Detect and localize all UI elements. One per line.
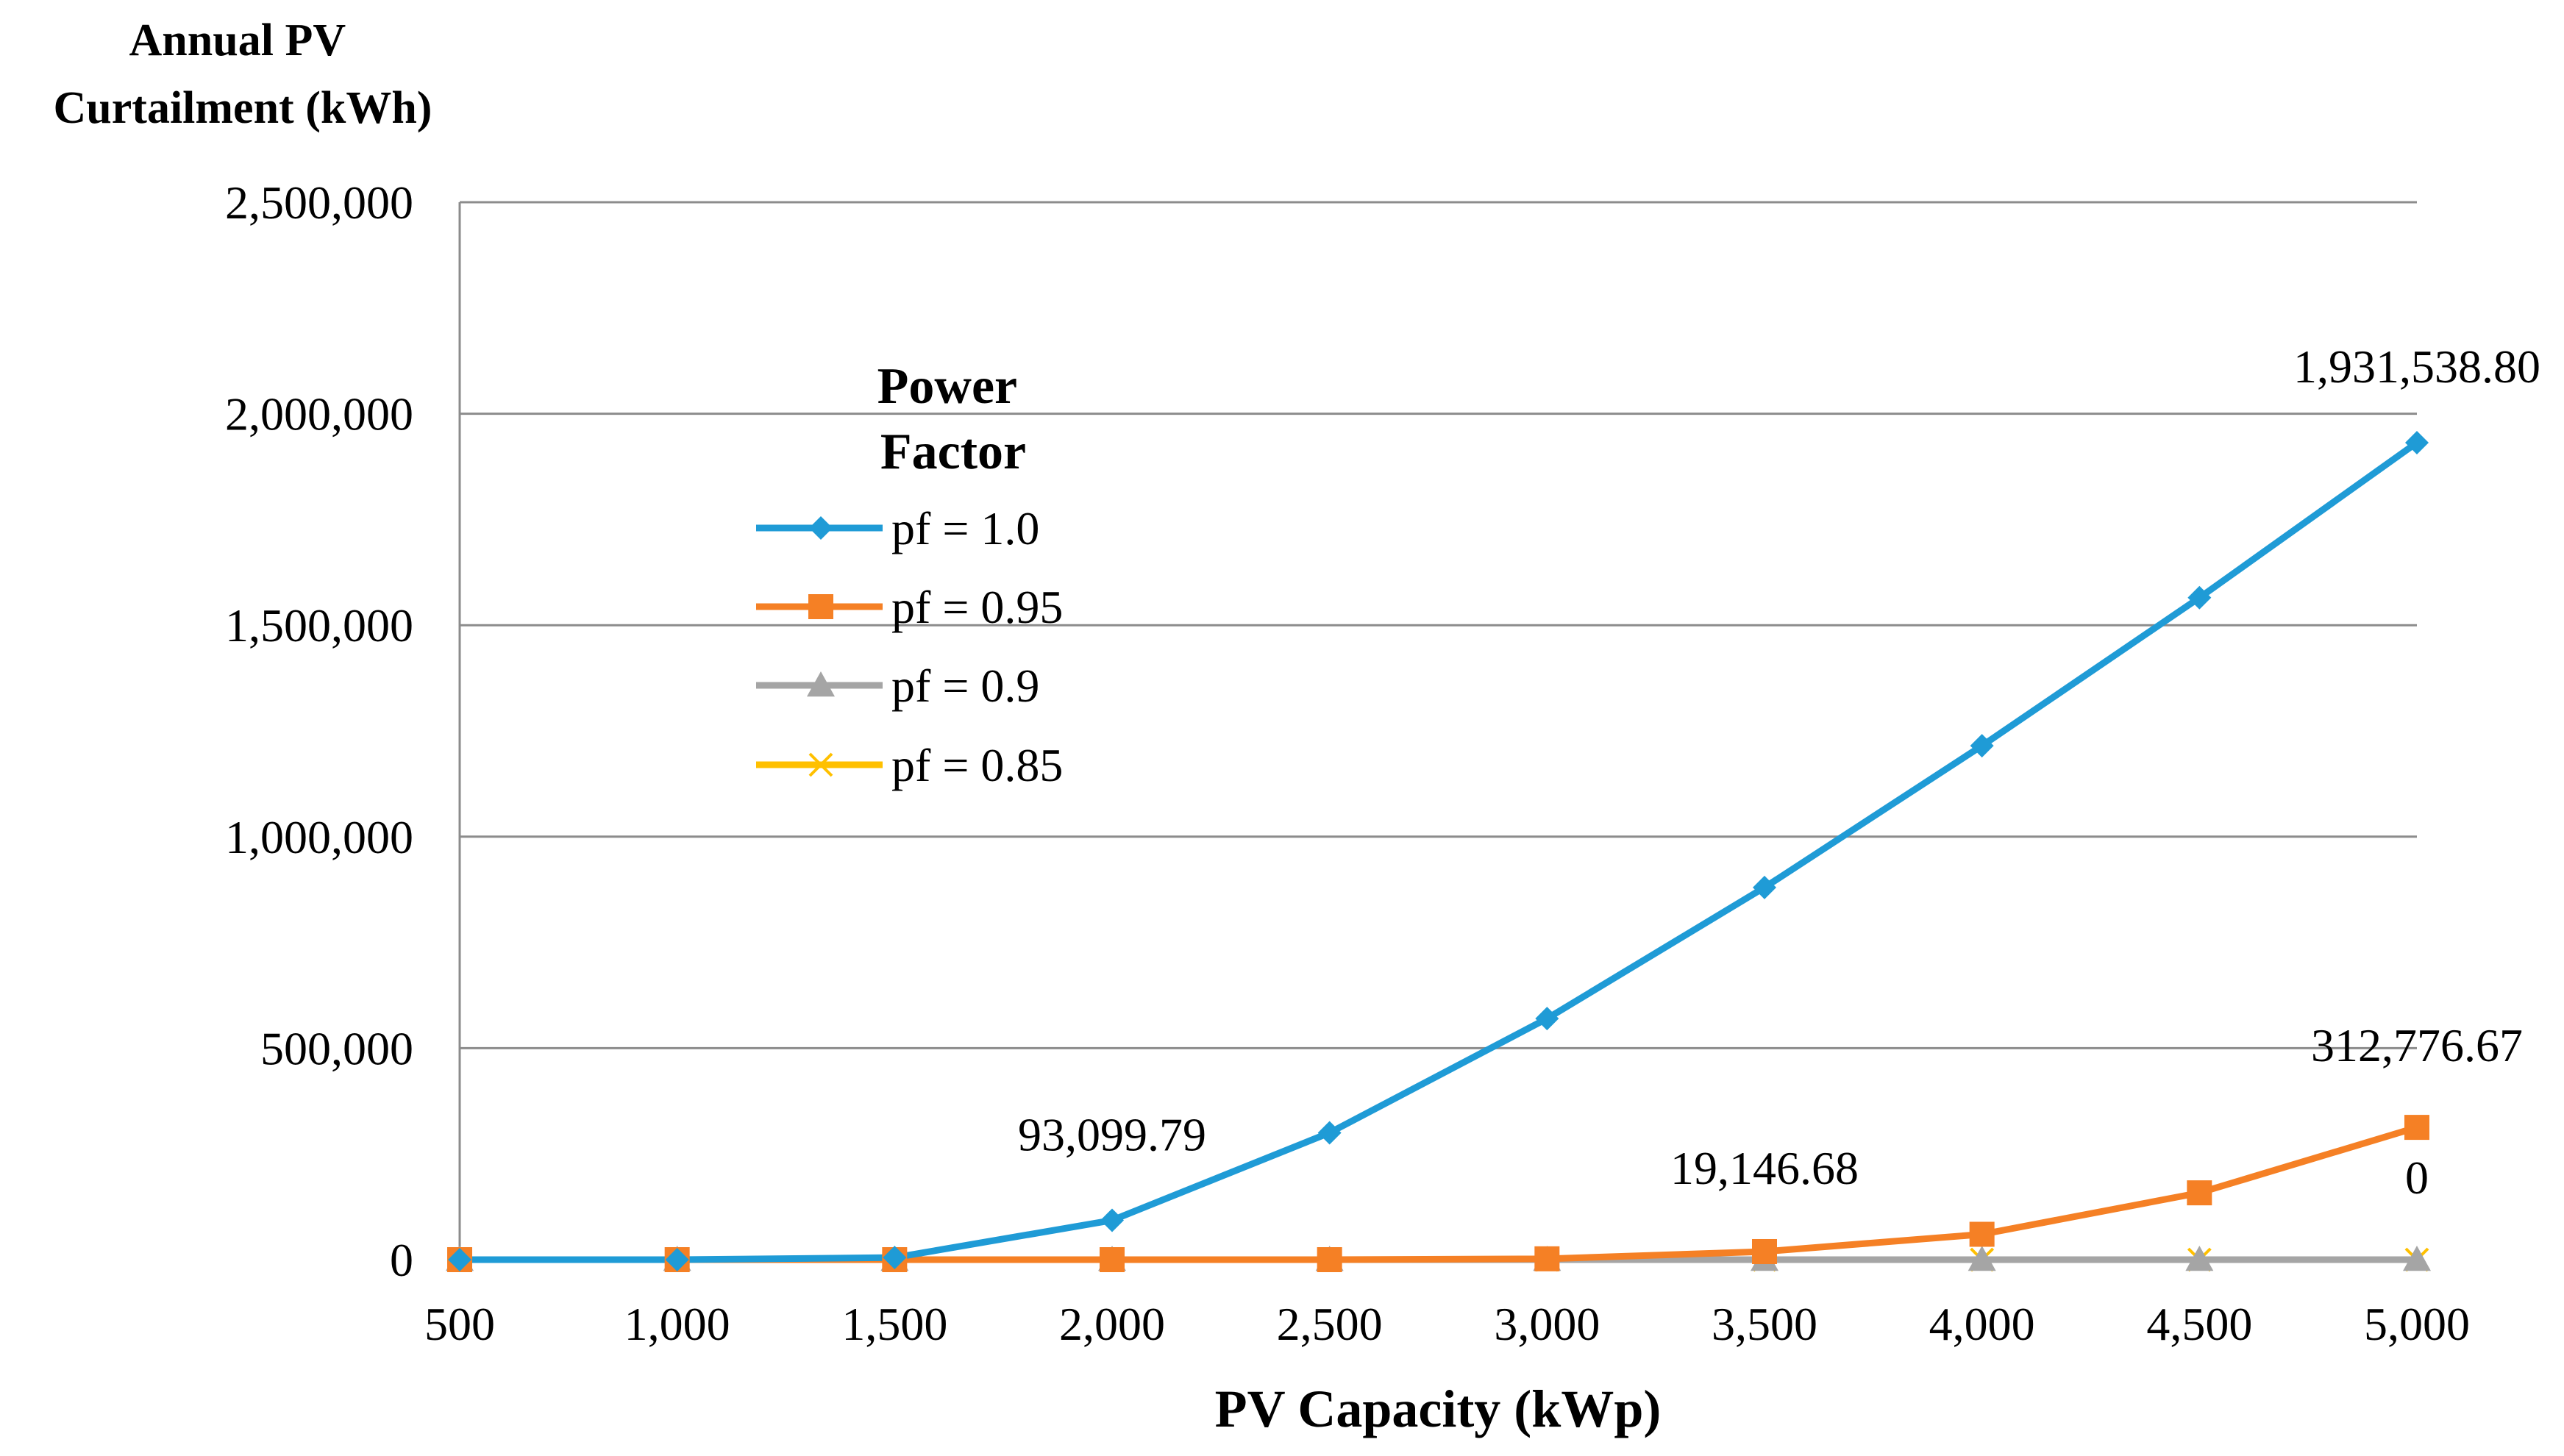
data-point-3 — [1967, 1246, 1996, 1271]
x-tick-label: 1,000 — [624, 1298, 730, 1350]
data-label: 312,776.67 — [2311, 1019, 2523, 1071]
data-point-2 — [2404, 1115, 2429, 1141]
x-tick-label: 1,500 — [841, 1298, 947, 1350]
y-tick-label: 2,500,000 — [225, 176, 413, 229]
x-tick-label: 2,000 — [1059, 1298, 1165, 1350]
x-tick-label: 3,000 — [1494, 1298, 1600, 1350]
y-tick-label: 1,500,000 — [225, 599, 413, 652]
data-label: 1,931,538.80 — [2293, 340, 2540, 393]
data-point-2 — [1317, 1247, 1342, 1272]
legend-marker — [808, 752, 833, 777]
data-label: 93,099.79 — [1018, 1108, 1206, 1160]
series-line-1 — [456, 439, 2421, 1263]
x-axis-title: PV Capacity (kWp) — [1215, 1380, 1662, 1438]
data-point-1 — [2405, 430, 2429, 454]
axes — [458, 202, 2417, 1261]
data-point-1 — [1753, 875, 1776, 899]
data-point-1 — [1535, 1007, 1559, 1031]
data-labels: 93,099.79 1,931,538.80 312,776.67 19,146.68… — [1018, 340, 2540, 1204]
data-point-3 — [2185, 1246, 2214, 1271]
legend-marker — [809, 516, 833, 540]
y-tick-label: 1,000,000 — [225, 811, 413, 863]
data-point-2 — [1752, 1238, 1777, 1264]
data-point-1 — [448, 1248, 471, 1271]
y-tick-label: 500,000 — [260, 1022, 413, 1074]
legend-item: pf = 0.85 — [756, 739, 1063, 791]
series-markers — [446, 430, 2431, 1272]
data-point-2 — [1534, 1246, 1560, 1271]
data-point-1 — [1100, 1208, 1124, 1232]
y-axis-title: Annual PV Curtailment (kWh) — [54, 15, 432, 133]
data-point-1 — [883, 1246, 907, 1270]
legend-label: pf = 0.9 — [891, 660, 1039, 712]
legend-item: pf = 0.9 — [756, 660, 1039, 712]
series-line-2 — [456, 1124, 2421, 1263]
x-tick-label: 5,000 — [2364, 1298, 2470, 1350]
x-tick-label: 2,500 — [1277, 1298, 1383, 1350]
y-axis-title-line-2: Curtailment (kWh) — [54, 83, 432, 133]
data-point-3 — [2403, 1246, 2431, 1271]
data-point-1 — [2187, 585, 2212, 610]
data-point-1 — [665, 1248, 689, 1271]
x-tick-label: 4,000 — [1929, 1298, 2035, 1350]
legend-title: Power Factor — [877, 358, 1030, 480]
series-lines — [456, 439, 2421, 1263]
x-tick-label: 4,500 — [2146, 1298, 2252, 1350]
legend-item: pf = 0.95 — [756, 581, 1063, 633]
x-tick-label: 500 — [424, 1298, 495, 1350]
legend-label: pf = 1.0 — [891, 502, 1039, 554]
legend-label: pf = 0.85 — [891, 739, 1063, 791]
legend-title-line-1: Power — [877, 358, 1016, 415]
data-point-2 — [2187, 1180, 2212, 1206]
data-point-2 — [1100, 1247, 1125, 1272]
legend-label: pf = 0.95 — [891, 581, 1063, 633]
y-tick-labels: 0 500,000 1,000,000 1,500,000 2,000,000 2,500… — [225, 176, 413, 1286]
y-axis-title-line-1: Annual PV — [129, 15, 346, 65]
data-point-1 — [1317, 1121, 1342, 1145]
y-tick-label: 0 — [390, 1234, 413, 1286]
legend-marker — [807, 671, 835, 697]
legend-marker — [808, 594, 833, 619]
data-point-1 — [1970, 734, 1994, 758]
x-tick-label: 3,500 — [1712, 1298, 1817, 1350]
data-label: 19,146.68 — [1670, 1142, 1859, 1194]
legend-items: pf = 1.0 pf = 0.95 pf = 0.9 pf = 0.85 — [756, 502, 1063, 791]
legend-item: pf = 1.0 — [756, 502, 1039, 554]
data-point-2 — [1969, 1221, 1995, 1247]
y-tick-label: 2,000,000 — [225, 388, 413, 440]
legend-title-line-2: Factor — [880, 424, 1026, 480]
data-label: 0 — [2405, 1152, 2429, 1204]
gridlines — [460, 201, 2417, 1049]
x-tick-labels: 500 1,000 1,500 2,000 2,500 3,000 3,500 4,000 4,… — [424, 1298, 2470, 1350]
